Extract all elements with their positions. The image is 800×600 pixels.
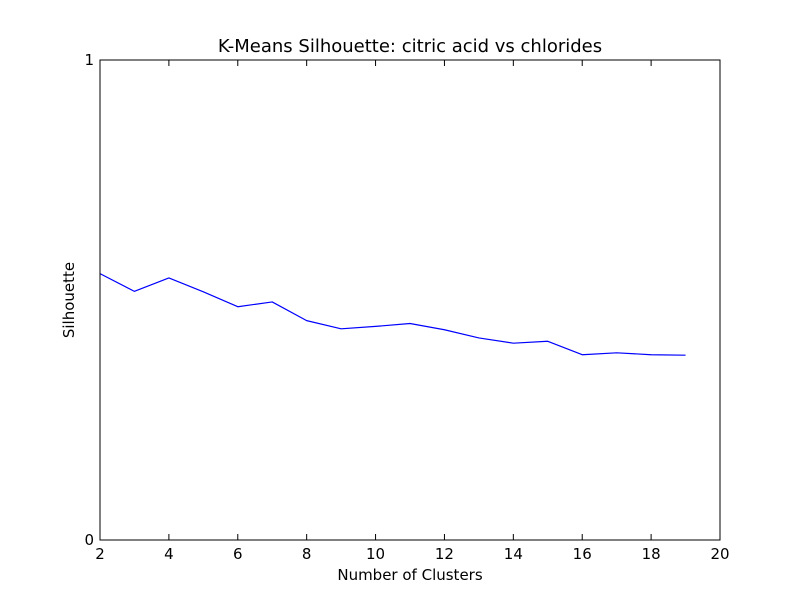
x-tick-label: 8 bbox=[302, 545, 312, 563]
x-tick-label: 20 bbox=[710, 545, 729, 563]
x-tick-label: 18 bbox=[642, 545, 661, 563]
series-line-0 bbox=[99, 273, 686, 356]
x-tick-label: 12 bbox=[435, 545, 454, 563]
y-tick-label: 0 bbox=[84, 531, 94, 549]
x-tick-label: 14 bbox=[504, 545, 523, 563]
plot-area bbox=[99, 59, 721, 541]
x-axis-title: Number of Clusters bbox=[337, 566, 482, 584]
chart-title: K-Means Silhouette: citric acid vs chlor… bbox=[218, 36, 602, 57]
x-tick-label: 16 bbox=[573, 545, 592, 563]
y-tick-label: 1 bbox=[84, 51, 94, 69]
x-tick-label: 2 bbox=[95, 545, 105, 563]
axes-frame bbox=[99, 59, 721, 541]
y-axis-title: Silhouette bbox=[60, 262, 78, 338]
x-tick-label: 10 bbox=[366, 545, 385, 563]
x-tick-label: 6 bbox=[233, 545, 243, 563]
x-tick-label: 4 bbox=[164, 545, 174, 563]
ticks: 2 4 6 8 10 12 14 16 18 20 0 1 bbox=[84, 51, 729, 563]
